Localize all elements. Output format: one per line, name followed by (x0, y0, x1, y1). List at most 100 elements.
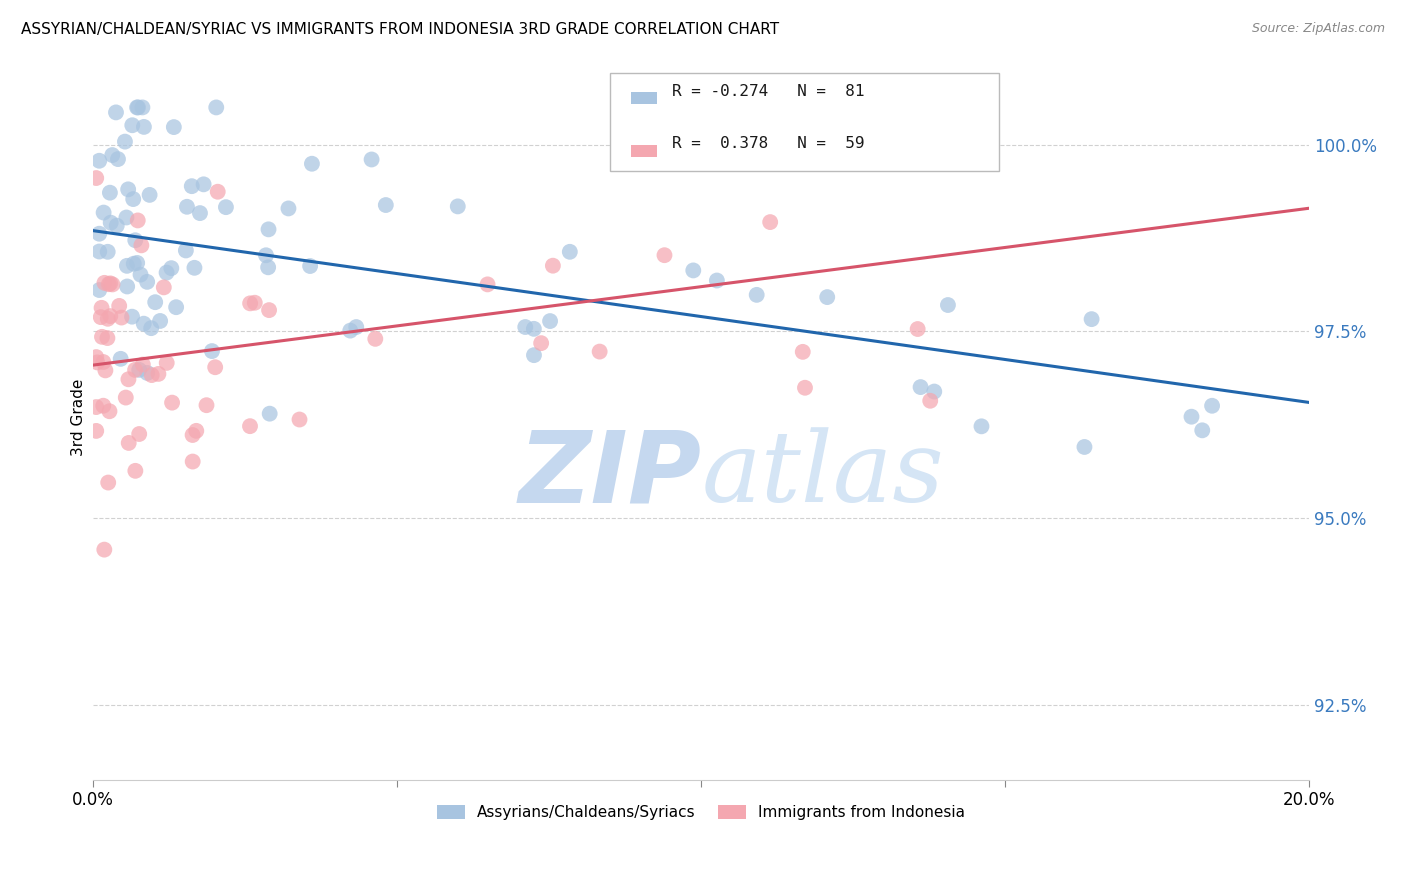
Point (183, 260, 205, 275)
Point (165, 300, 187, 314)
Point (682, 263, 704, 277)
Point (815, 290, 838, 304)
Legend: Assyrians/Chaldeans/Syriacs, Immigrants from Indonesia: Assyrians/Chaldeans/Syriacs, Immigrants … (432, 799, 972, 826)
Point (160, 395, 183, 409)
Point (91, 330, 114, 344)
Point (104, 105, 127, 120)
Point (128, 363, 150, 377)
Point (97, 475, 120, 490)
Point (128, 427, 150, 442)
Point (936, 298, 959, 312)
Point (115, 279, 138, 293)
Point (181, 454, 204, 468)
Point (108, 299, 131, 313)
Point (239, 419, 262, 434)
Point (114, 135, 136, 149)
FancyBboxPatch shape (631, 145, 658, 157)
Point (1180, 409, 1202, 424)
Point (89, 283, 111, 297)
Point (1191, 423, 1213, 437)
Point (907, 322, 929, 336)
Point (89, 227, 111, 241)
Point (117, 372, 139, 386)
Point (141, 321, 163, 335)
Point (136, 275, 159, 289)
Point (107, 152, 129, 166)
Text: ASSYRIAN/CHALDEAN/SYRIAC VS IMMIGRANTS FROM INDONESIA 3RD GRADE CORRELATION CHAR: ASSYRIAN/CHALDEAN/SYRIAC VS IMMIGRANTS F… (21, 22, 779, 37)
Point (339, 324, 361, 338)
Point (176, 200, 198, 214)
Point (174, 244, 197, 258)
Point (117, 182, 139, 196)
Point (148, 367, 170, 381)
Point (131, 238, 153, 252)
Point (259, 407, 281, 421)
Point (100, 216, 122, 230)
Point (1073, 440, 1095, 454)
Point (204, 360, 226, 375)
Point (101, 148, 124, 162)
Point (121, 310, 143, 324)
Point (149, 314, 172, 328)
Point (541, 259, 564, 273)
Point (156, 356, 179, 370)
Point (910, 380, 932, 394)
Point (447, 199, 470, 213)
Point (114, 391, 136, 405)
Point (98, 404, 121, 418)
Point (515, 320, 537, 334)
Point (132, 358, 155, 372)
Text: atlas: atlas (702, 427, 943, 523)
Point (110, 310, 132, 325)
Point (84, 171, 107, 186)
Point (143, 295, 166, 310)
Point (124, 363, 146, 377)
Point (84, 350, 107, 364)
Text: Source: ZipAtlas.com: Source: ZipAtlas.com (1251, 22, 1385, 36)
Point (124, 464, 146, 478)
Point (922, 384, 945, 399)
Point (110, 351, 132, 366)
Point (141, 368, 163, 382)
Point (794, 381, 817, 395)
Point (299, 259, 322, 273)
Point (523, 322, 546, 336)
Point (792, 344, 814, 359)
Point (98, 309, 121, 323)
FancyBboxPatch shape (631, 93, 658, 104)
Point (205, 100, 228, 114)
FancyBboxPatch shape (610, 73, 1000, 171)
Point (131, 100, 153, 114)
Point (344, 320, 367, 334)
Point (706, 273, 728, 287)
Point (84, 400, 107, 414)
Point (118, 436, 141, 450)
Y-axis label: 3rd Grade: 3rd Grade (72, 379, 86, 456)
Point (301, 157, 323, 171)
Point (98, 277, 121, 291)
Point (193, 178, 215, 192)
Text: R = -0.274   N =  81: R = -0.274 N = 81 (672, 84, 865, 99)
Point (94, 363, 117, 377)
Point (1201, 399, 1223, 413)
Point (523, 348, 546, 362)
Point (745, 288, 768, 302)
Point (93, 205, 115, 219)
Point (288, 412, 311, 426)
Point (477, 277, 499, 292)
Point (654, 248, 676, 262)
Point (97, 311, 120, 326)
Point (360, 153, 382, 167)
Point (254, 248, 277, 262)
Point (86, 355, 108, 369)
Point (759, 215, 782, 229)
Point (105, 219, 128, 233)
Point (96, 331, 118, 345)
Point (160, 261, 183, 276)
Point (101, 277, 124, 292)
Point (364, 332, 387, 346)
Point (84, 424, 107, 438)
Point (155, 266, 177, 280)
Point (257, 260, 280, 275)
Point (91, 355, 114, 369)
